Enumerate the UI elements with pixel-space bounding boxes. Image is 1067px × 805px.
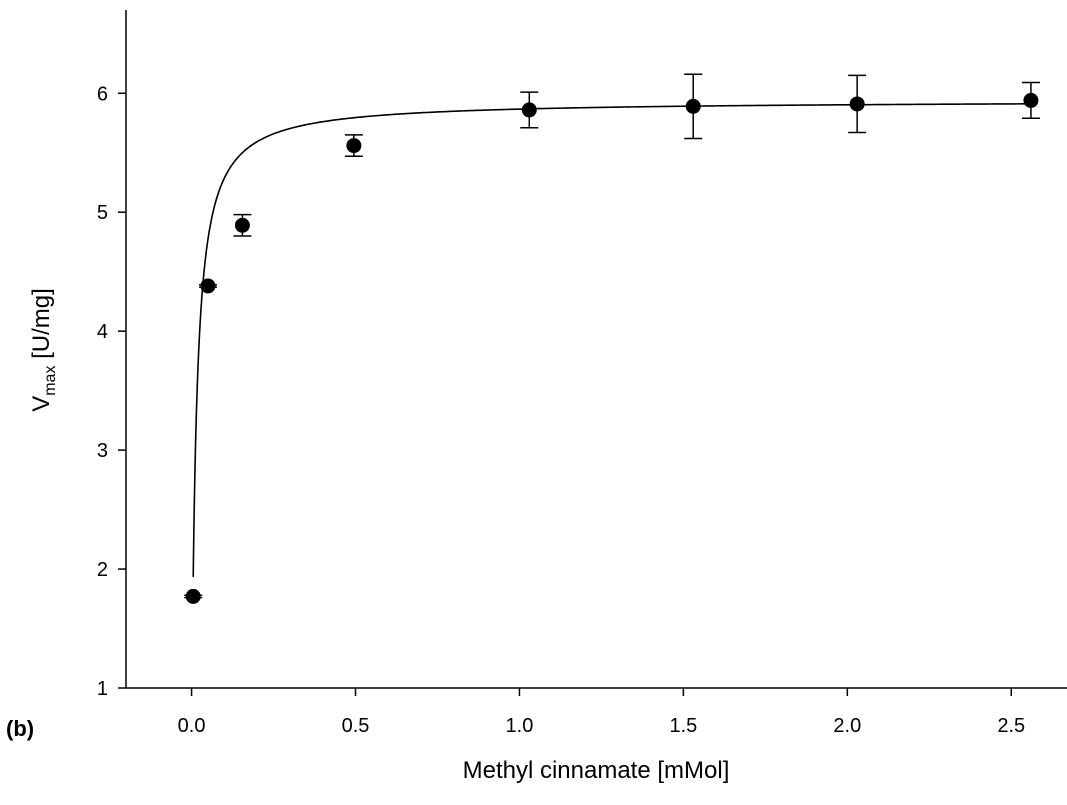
error-bars bbox=[184, 73, 1040, 599]
axes bbox=[125, 10, 1067, 689]
x-tick-label: 2.0 bbox=[833, 715, 861, 737]
y-axis-title-subscript: max bbox=[42, 366, 59, 396]
y-tick-label: 4 bbox=[97, 321, 108, 343]
y-tick-label: 2 bbox=[97, 559, 108, 581]
fit-curve bbox=[192, 103, 1031, 577]
y-tick-label: 1 bbox=[97, 678, 108, 700]
x-tick-label: 1.5 bbox=[669, 715, 697, 737]
data-point bbox=[200, 278, 216, 294]
x-tick-label: 0.0 bbox=[178, 715, 206, 737]
y-tick-label: 3 bbox=[97, 440, 108, 462]
y-axis-title-main: V bbox=[28, 396, 55, 412]
y-tick-label: 6 bbox=[97, 83, 108, 105]
panel-label: (b) bbox=[6, 716, 34, 741]
data-point bbox=[685, 98, 701, 114]
y-axis-title-suffix: [U/mg] bbox=[28, 288, 55, 365]
data-point bbox=[185, 588, 201, 604]
data-point bbox=[1023, 92, 1039, 108]
data-points bbox=[185, 92, 1039, 604]
x-tick-label: 2.5 bbox=[997, 715, 1025, 737]
x-tick-label: 1.0 bbox=[506, 715, 534, 737]
data-point bbox=[849, 96, 865, 112]
data-point bbox=[346, 138, 362, 154]
y-axis-title: Vmax [U/mg] bbox=[28, 288, 59, 412]
x-ticks: 0.0 0.5 1.0 1.5 2.0 2.5 bbox=[178, 688, 1025, 737]
y-tick-label: 5 bbox=[97, 202, 108, 224]
data-point bbox=[521, 102, 537, 118]
y-ticks: 1 2 3 4 5 6 bbox=[97, 83, 126, 700]
x-tick-label: 0.5 bbox=[342, 715, 370, 737]
data-point bbox=[234, 217, 250, 233]
x-axis-title: Methyl cinnamate [mMol] bbox=[463, 757, 730, 784]
